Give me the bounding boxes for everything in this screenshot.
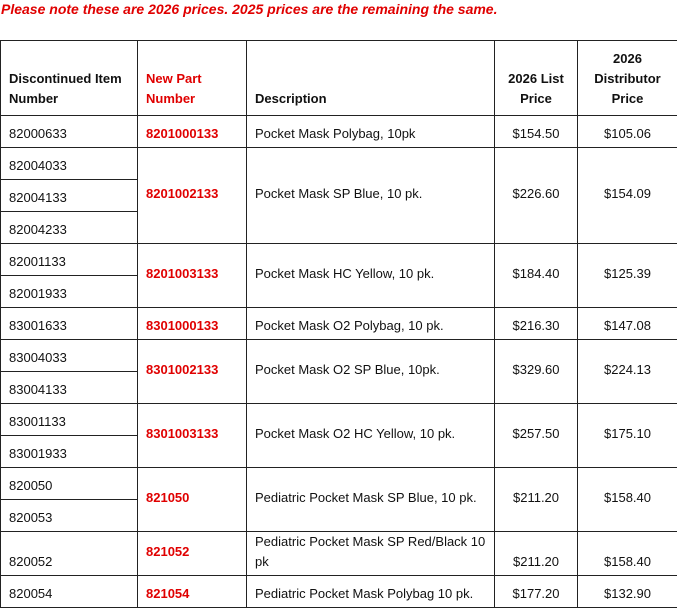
list-price: $329.60	[495, 340, 578, 404]
header-cell: New Part Number	[138, 41, 247, 116]
distributor-price: $158.40	[578, 532, 677, 576]
description: Pediatric Pocket Mask SP Blue, 10 pk.	[247, 468, 495, 532]
new-part: 8201000133	[138, 116, 247, 148]
header-cell: 2026 Distributor Price	[578, 41, 677, 116]
discontinued-item: 83004033	[1, 340, 138, 372]
discontinued-item: 820052	[1, 532, 138, 576]
discontinued-item: 82000633	[1, 116, 138, 148]
new-part: 821054	[138, 576, 247, 608]
price-table: Discontinued Item Number New Part Number…	[0, 40, 677, 608]
list-price: $177.20	[495, 576, 578, 608]
header-cell: 2026 List Price	[495, 41, 578, 116]
discontinued-item: 820054	[1, 576, 138, 608]
distributor-price: $175.10	[578, 404, 677, 468]
price-note: Please note these are 2026 prices. 2025 …	[1, 1, 498, 17]
header-row: Discontinued Item Number New Part Number…	[1, 41, 677, 116]
new-part: 8301002133	[138, 340, 247, 404]
discontinued-item: 82004233	[1, 212, 138, 244]
distributor-price: $158.40	[578, 468, 677, 532]
list-price: $211.20	[495, 532, 578, 576]
new-part: 8201003133	[138, 244, 247, 308]
discontinued-item: 82004133	[1, 180, 138, 212]
description: Pocket Mask O2 Polybag, 10 pk.	[247, 308, 495, 340]
list-price: $226.60	[495, 148, 578, 244]
discontinued-item: 83001933	[1, 436, 138, 468]
discontinued-item: 82004033	[1, 148, 138, 180]
distributor-price: $105.06	[578, 116, 677, 148]
list-price: $154.50	[495, 116, 578, 148]
description: Pocket Mask SP Blue, 10 pk.	[247, 148, 495, 244]
discontinued-item: 83001133	[1, 404, 138, 436]
description: Pediatric Pocket Mask SP Red/Black 10 pk	[247, 532, 495, 576]
distributor-price: $154.09	[578, 148, 677, 244]
discontinued-item: 82001133	[1, 244, 138, 276]
discontinued-item: 82001933	[1, 276, 138, 308]
distributor-price: $224.13	[578, 340, 677, 404]
list-price: $216.30	[495, 308, 578, 340]
list-price: $184.40	[495, 244, 578, 308]
description: Pocket Mask O2 HC Yellow, 10 pk.	[247, 404, 495, 468]
page: Please note these are 2026 prices. 2025 …	[0, 0, 677, 552]
discontinued-item: 820050	[1, 468, 138, 500]
description: Pocket Mask O2 SP Blue, 10pk.	[247, 340, 495, 404]
list-price: $211.20	[495, 468, 578, 532]
distributor-price: $132.90	[578, 576, 677, 608]
new-part: 8201002133	[138, 148, 247, 244]
header-cell: Discontinued Item Number	[1, 41, 138, 116]
new-part: 8301000133	[138, 308, 247, 340]
distributor-price: $147.08	[578, 308, 677, 340]
new-part: 8301003133	[138, 404, 247, 468]
discontinued-item: 83004133	[1, 372, 138, 404]
description: Pediatric Pocket Mask Polybag 10 pk.	[247, 576, 495, 608]
list-price: $257.50	[495, 404, 578, 468]
description: Pocket Mask HC Yellow, 10 pk.	[247, 244, 495, 308]
new-part: 821050	[138, 468, 247, 532]
discontinued-item: 83001633	[1, 308, 138, 340]
distributor-price: $125.39	[578, 244, 677, 308]
header-cell: Description	[247, 41, 495, 116]
new-part: 821052	[138, 532, 247, 576]
description: Pocket Mask Polybag, 10pk	[247, 116, 495, 148]
discontinued-item: 820053	[1, 500, 138, 532]
